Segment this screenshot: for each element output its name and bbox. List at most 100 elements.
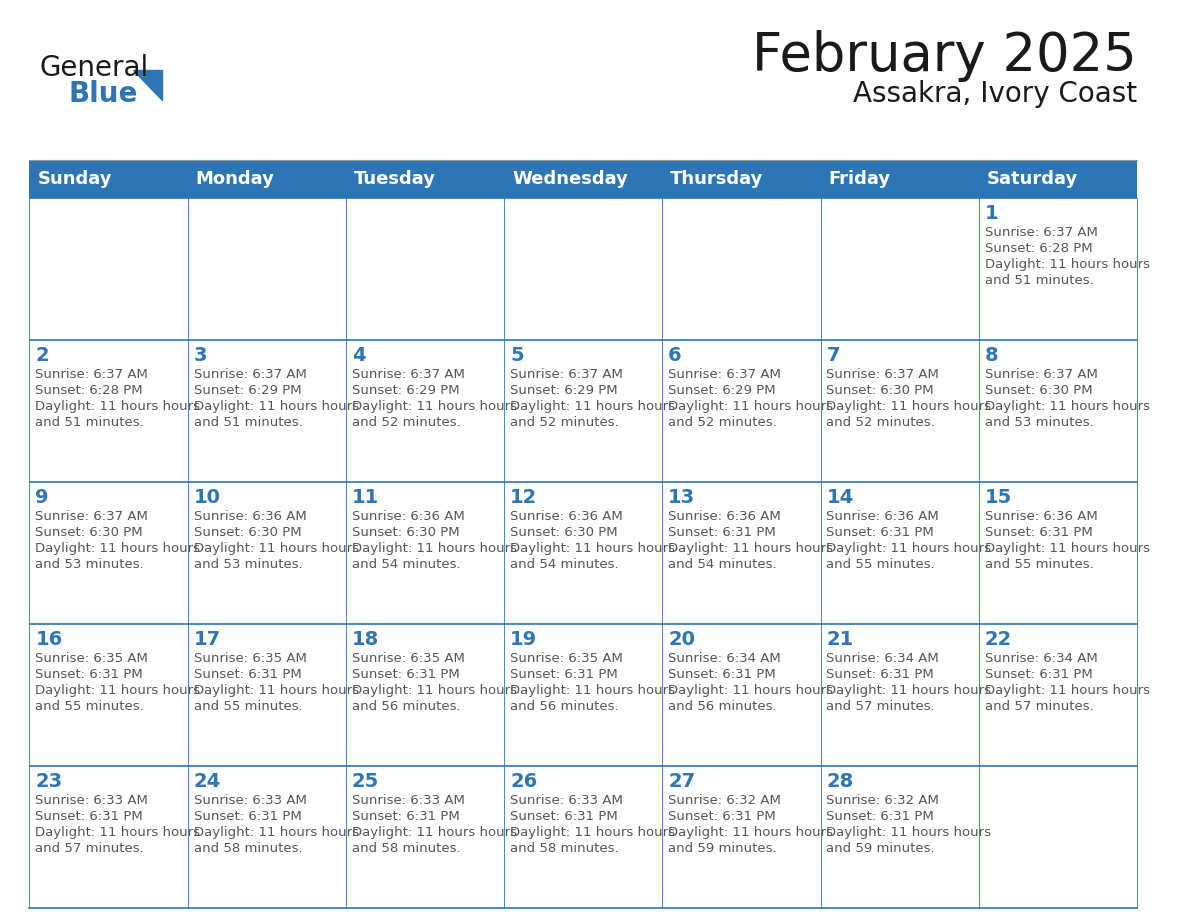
- Text: Sunset: 6:31 PM: Sunset: 6:31 PM: [668, 526, 776, 539]
- Bar: [504, 766, 663, 908]
- Text: 28: 28: [827, 772, 854, 791]
- Text: and 57 minutes.: and 57 minutes.: [985, 700, 1093, 713]
- Text: Sunset: 6:30 PM: Sunset: 6:30 PM: [827, 384, 934, 397]
- Bar: [663, 482, 821, 624]
- Text: and 51 minutes.: and 51 minutes.: [36, 416, 144, 429]
- Bar: [663, 624, 821, 766]
- Text: 20: 20: [668, 630, 695, 649]
- Text: February 2025: February 2025: [752, 30, 1137, 82]
- Bar: [346, 766, 504, 908]
- Text: and 55 minutes.: and 55 minutes.: [985, 558, 1093, 571]
- Text: Sunset: 6:31 PM: Sunset: 6:31 PM: [352, 668, 460, 681]
- Text: Sunrise: 6:37 AM: Sunrise: 6:37 AM: [194, 368, 307, 381]
- Bar: [346, 340, 504, 482]
- Text: 26: 26: [510, 772, 537, 791]
- Text: Sunset: 6:31 PM: Sunset: 6:31 PM: [352, 810, 460, 823]
- Text: Daylight: 11 hours hours: Daylight: 11 hours hours: [510, 826, 675, 839]
- Bar: [346, 198, 504, 340]
- Text: Sunrise: 6:36 AM: Sunrise: 6:36 AM: [194, 510, 307, 523]
- Text: and 54 minutes.: and 54 minutes.: [668, 558, 777, 571]
- Text: 13: 13: [668, 488, 695, 507]
- Text: Sunset: 6:31 PM: Sunset: 6:31 PM: [827, 810, 934, 823]
- Text: Sunrise: 6:34 AM: Sunrise: 6:34 AM: [668, 652, 781, 665]
- Text: Wednesday: Wednesday: [512, 170, 628, 188]
- Text: Daylight: 11 hours hours: Daylight: 11 hours hours: [510, 400, 675, 413]
- Text: and 58 minutes.: and 58 minutes.: [510, 842, 619, 855]
- Text: Sunset: 6:31 PM: Sunset: 6:31 PM: [36, 668, 143, 681]
- Bar: [821, 624, 979, 766]
- Text: 24: 24: [194, 772, 221, 791]
- Text: and 56 minutes.: and 56 minutes.: [510, 700, 619, 713]
- Bar: [188, 766, 346, 908]
- Text: Sunset: 6:31 PM: Sunset: 6:31 PM: [510, 668, 618, 681]
- Text: Blue: Blue: [69, 80, 138, 108]
- Text: and 53 minutes.: and 53 minutes.: [36, 558, 144, 571]
- Text: and 55 minutes.: and 55 minutes.: [194, 700, 302, 713]
- Text: 7: 7: [827, 346, 840, 365]
- Text: Sunrise: 6:37 AM: Sunrise: 6:37 AM: [352, 368, 465, 381]
- Text: Sunset: 6:30 PM: Sunset: 6:30 PM: [352, 526, 460, 539]
- Text: Sunrise: 6:35 AM: Sunrise: 6:35 AM: [36, 652, 148, 665]
- Text: 18: 18: [352, 630, 379, 649]
- Text: Sunrise: 6:37 AM: Sunrise: 6:37 AM: [985, 226, 1098, 239]
- Text: Sunrise: 6:33 AM: Sunrise: 6:33 AM: [36, 794, 148, 807]
- Bar: [663, 198, 821, 340]
- Text: Sunrise: 6:37 AM: Sunrise: 6:37 AM: [985, 368, 1098, 381]
- Text: Daylight: 11 hours hours: Daylight: 11 hours hours: [352, 684, 517, 697]
- Text: Daylight: 11 hours hours: Daylight: 11 hours hours: [194, 400, 359, 413]
- Bar: [188, 482, 346, 624]
- Text: Sunrise: 6:33 AM: Sunrise: 6:33 AM: [510, 794, 623, 807]
- Text: Sunset: 6:28 PM: Sunset: 6:28 PM: [985, 242, 1092, 255]
- Bar: [346, 482, 504, 624]
- Bar: [663, 340, 821, 482]
- Bar: [188, 340, 346, 482]
- Text: Tuesday: Tuesday: [354, 170, 436, 188]
- Bar: [979, 766, 1137, 908]
- Text: Friday: Friday: [828, 170, 891, 188]
- Bar: [821, 198, 979, 340]
- Text: Sunrise: 6:33 AM: Sunrise: 6:33 AM: [194, 794, 307, 807]
- Polygon shape: [133, 70, 162, 100]
- Text: Sunrise: 6:33 AM: Sunrise: 6:33 AM: [352, 794, 465, 807]
- Text: and 56 minutes.: and 56 minutes.: [668, 700, 777, 713]
- Text: Sunrise: 6:37 AM: Sunrise: 6:37 AM: [36, 510, 148, 523]
- Bar: [30, 160, 1137, 198]
- Text: 6: 6: [668, 346, 682, 365]
- Bar: [346, 624, 504, 766]
- Text: Sunset: 6:31 PM: Sunset: 6:31 PM: [510, 810, 618, 823]
- Text: Sunrise: 6:37 AM: Sunrise: 6:37 AM: [827, 368, 940, 381]
- Text: 22: 22: [985, 630, 1012, 649]
- Bar: [30, 198, 188, 340]
- Text: 27: 27: [668, 772, 695, 791]
- Text: Sunset: 6:31 PM: Sunset: 6:31 PM: [985, 668, 1093, 681]
- Text: Saturday: Saturday: [987, 170, 1078, 188]
- Text: and 55 minutes.: and 55 minutes.: [827, 558, 935, 571]
- Bar: [504, 340, 663, 482]
- Text: Sunset: 6:31 PM: Sunset: 6:31 PM: [36, 810, 143, 823]
- Text: Sunset: 6:31 PM: Sunset: 6:31 PM: [985, 526, 1093, 539]
- Text: Sunday: Sunday: [37, 170, 112, 188]
- Bar: [188, 624, 346, 766]
- Text: 23: 23: [36, 772, 63, 791]
- Text: 9: 9: [36, 488, 49, 507]
- Text: Sunrise: 6:36 AM: Sunrise: 6:36 AM: [827, 510, 940, 523]
- Text: Daylight: 11 hours hours: Daylight: 11 hours hours: [36, 542, 201, 555]
- Text: Sunrise: 6:37 AM: Sunrise: 6:37 AM: [510, 368, 623, 381]
- Text: Sunset: 6:30 PM: Sunset: 6:30 PM: [510, 526, 618, 539]
- Bar: [979, 198, 1137, 340]
- Bar: [979, 340, 1137, 482]
- Bar: [821, 482, 979, 624]
- Text: Daylight: 11 hours hours: Daylight: 11 hours hours: [194, 684, 359, 697]
- Text: 2: 2: [36, 346, 49, 365]
- Text: Sunset: 6:29 PM: Sunset: 6:29 PM: [194, 384, 302, 397]
- Text: Daylight: 11 hours hours: Daylight: 11 hours hours: [985, 258, 1150, 271]
- Bar: [821, 766, 979, 908]
- Bar: [979, 482, 1137, 624]
- Text: Sunset: 6:31 PM: Sunset: 6:31 PM: [194, 668, 302, 681]
- Text: 8: 8: [985, 346, 998, 365]
- Text: 4: 4: [352, 346, 366, 365]
- Text: Sunrise: 6:35 AM: Sunrise: 6:35 AM: [352, 652, 465, 665]
- Bar: [188, 198, 346, 340]
- Text: Sunset: 6:31 PM: Sunset: 6:31 PM: [668, 810, 776, 823]
- Text: 25: 25: [352, 772, 379, 791]
